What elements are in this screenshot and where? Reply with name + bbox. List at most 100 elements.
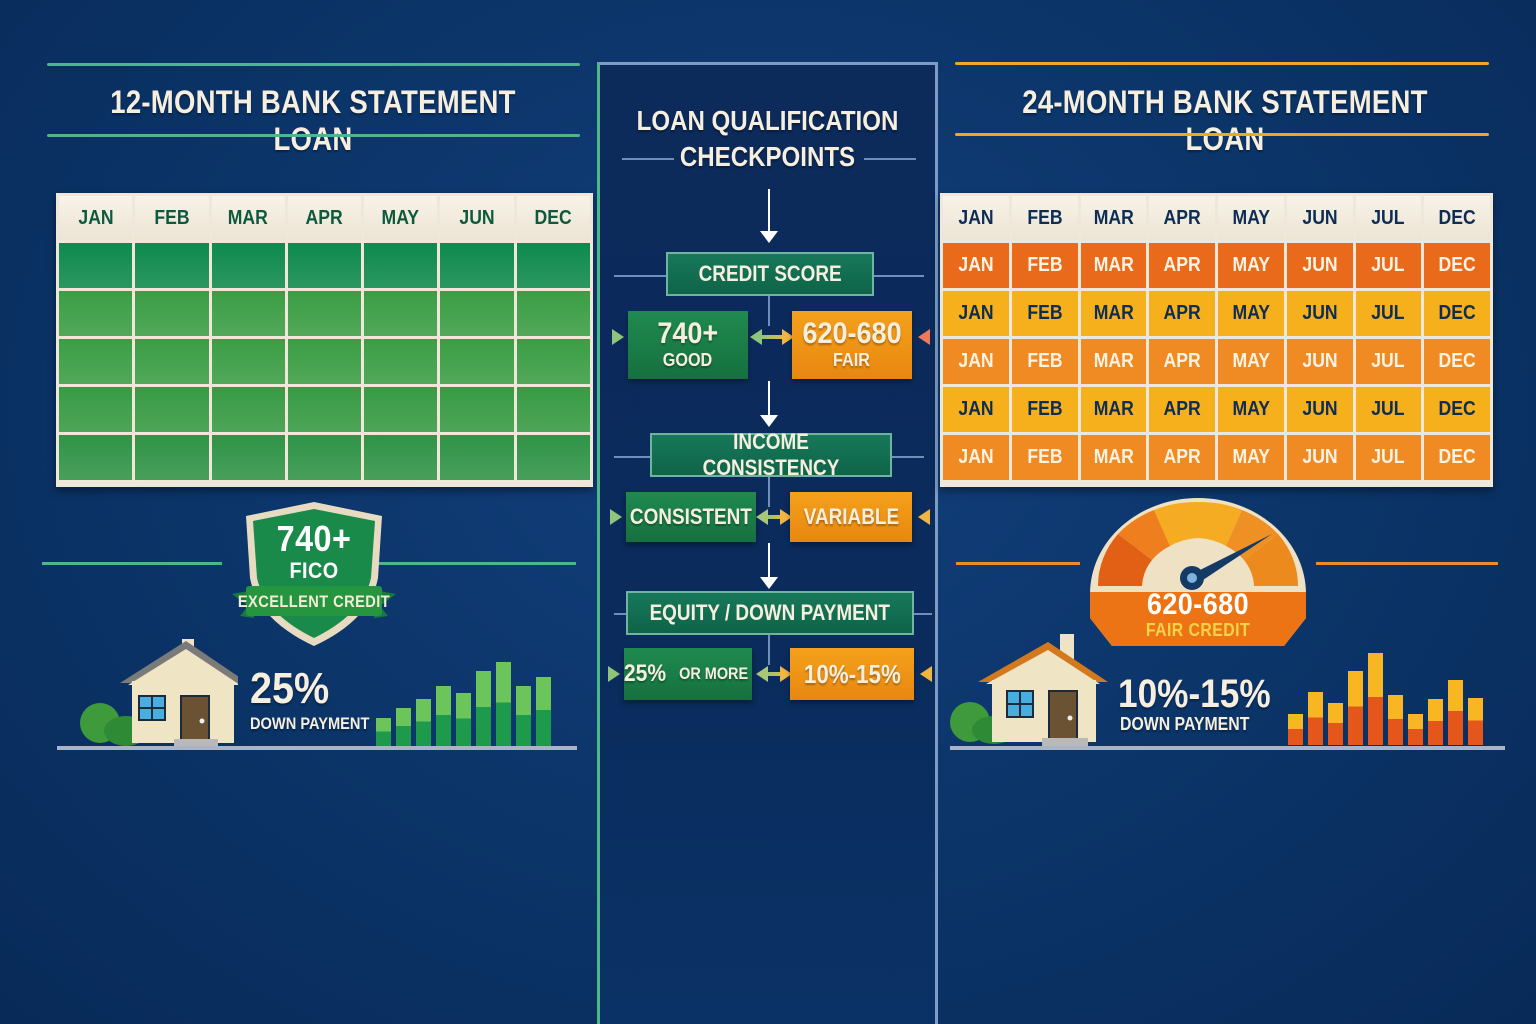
ground-line bbox=[950, 746, 1505, 750]
calendar-cell: JUL bbox=[1355, 435, 1422, 480]
calendar-cell: JUN bbox=[1286, 387, 1353, 432]
month-label: JUN bbox=[459, 206, 495, 229]
option-good-credit: 740+ GOOD bbox=[628, 311, 748, 379]
calendar-cell bbox=[135, 243, 209, 288]
bar bbox=[1348, 671, 1363, 745]
calendar-header: FEB bbox=[135, 196, 209, 240]
month-label: JUL bbox=[1371, 206, 1405, 229]
month-label: DEC bbox=[1438, 350, 1476, 372]
bar bbox=[436, 686, 451, 746]
arrow-right-icon bbox=[782, 329, 794, 345]
option-label: 10%-15% bbox=[803, 658, 901, 689]
month-label: DEC bbox=[1438, 398, 1476, 420]
left-bar-chart bbox=[376, 660, 556, 746]
calendar-header: JUL bbox=[1355, 196, 1422, 240]
calendar-cell: JUN bbox=[1286, 435, 1353, 480]
calendar-cell bbox=[287, 291, 362, 336]
option-consistent: CONSISTENT bbox=[626, 492, 756, 542]
down-payment-label: DOWN PAYMENT bbox=[250, 714, 370, 733]
connector bbox=[760, 335, 786, 339]
house-illustration bbox=[78, 635, 248, 747]
divider-left bbox=[956, 562, 1080, 565]
month-label: JAN bbox=[958, 254, 994, 276]
month-label: JAN bbox=[958, 206, 994, 229]
gauge-score: 620-680 bbox=[1146, 588, 1250, 621]
calendar-cell: JUN bbox=[1286, 291, 1353, 336]
calendar-cell: APR bbox=[1149, 435, 1215, 480]
calendar-header: FEB bbox=[1011, 196, 1078, 240]
month-label: MAR bbox=[1093, 350, 1134, 372]
option-label: GOOD bbox=[663, 350, 713, 370]
month-label: DEC bbox=[1438, 254, 1476, 276]
house-illustration bbox=[948, 630, 1108, 746]
arrow-left-icon bbox=[756, 509, 768, 525]
month-label: MAY bbox=[1232, 398, 1270, 420]
calendar-header: DEC bbox=[516, 196, 590, 240]
calendar-header: MAY bbox=[1218, 196, 1284, 240]
month-label: JUN bbox=[1302, 206, 1338, 229]
center-title-line1: LOAN QUALIFICATION bbox=[636, 105, 899, 136]
calendar-cell: APR bbox=[1149, 291, 1215, 336]
option-variable: VARIABLE bbox=[790, 492, 912, 542]
checkpoint-title: EQUITY / DOWN PAYMENT bbox=[649, 600, 891, 625]
calendar-cell: APR bbox=[1149, 243, 1215, 288]
month-label: MAR bbox=[1093, 254, 1134, 276]
checkpoint-title: CREDIT SCORE bbox=[698, 261, 842, 286]
calendar-cell: JAN bbox=[943, 243, 1009, 288]
calendar-cell: MAR bbox=[1080, 387, 1147, 432]
month-label: MAY bbox=[1232, 206, 1270, 229]
month-label: MAR bbox=[1093, 446, 1134, 468]
title-rule-bottom bbox=[955, 133, 1489, 136]
option-label: VARIABLE bbox=[803, 504, 899, 529]
arrow-right-icon bbox=[612, 329, 624, 345]
calendar-cell: FEB bbox=[1011, 435, 1078, 480]
month-label: APR bbox=[1163, 254, 1201, 276]
option-value: 740+ bbox=[657, 317, 719, 350]
month-label: MAR bbox=[228, 206, 269, 229]
bar bbox=[516, 686, 531, 746]
gauge-label: FAIR CREDIT bbox=[1145, 620, 1251, 640]
bar bbox=[1428, 699, 1443, 745]
bar bbox=[1408, 714, 1423, 745]
calendar-cell bbox=[440, 243, 514, 288]
checkpoint-income-consistency: INCOME CONSISTENCY bbox=[650, 429, 892, 480]
calendar-cell bbox=[440, 387, 514, 432]
calendar-cell bbox=[135, 387, 209, 432]
calendar-cell: JAN bbox=[943, 291, 1009, 336]
arrow-left-icon bbox=[756, 666, 768, 682]
bar bbox=[496, 662, 511, 746]
bar bbox=[456, 693, 471, 746]
calendar-header: JAN bbox=[943, 196, 1009, 240]
calendar-header: MAR bbox=[1080, 196, 1147, 240]
calendar-cell bbox=[59, 291, 133, 336]
bar bbox=[376, 717, 391, 746]
option-25-or-more: 25% OR MORE bbox=[624, 648, 752, 700]
calendar-cell: DEC bbox=[1424, 243, 1490, 288]
arrow-left-icon bbox=[918, 509, 930, 525]
month-label: FEB bbox=[1027, 206, 1063, 229]
flow-arrow-3 bbox=[760, 543, 778, 589]
calendar-cell bbox=[364, 387, 438, 432]
option-10-15: 10%-15% bbox=[790, 648, 914, 700]
shield-icon bbox=[232, 502, 396, 646]
month-label: JUL bbox=[1371, 254, 1405, 276]
calendar-cell bbox=[211, 243, 285, 288]
calendar-cell: MAY bbox=[1218, 243, 1284, 288]
month-label: FEB bbox=[1027, 254, 1063, 276]
down-payment-value: 10%-15% bbox=[1118, 672, 1271, 716]
calendar-header: DEC bbox=[1424, 196, 1490, 240]
month-label: FEB bbox=[1027, 446, 1063, 468]
bar bbox=[536, 677, 551, 746]
calendar-cell: JAN bbox=[943, 339, 1009, 384]
arrow-left-icon bbox=[920, 666, 932, 682]
calendar-cell: DEC bbox=[1424, 435, 1490, 480]
month-label: MAR bbox=[1093, 398, 1134, 420]
calendar-cell: MAY bbox=[1218, 387, 1284, 432]
fico-score: 740+ bbox=[276, 518, 352, 559]
house-icon bbox=[80, 639, 248, 747]
bar bbox=[476, 671, 491, 746]
title-rule-top bbox=[47, 63, 580, 66]
connector bbox=[766, 515, 786, 519]
calendar-cell bbox=[516, 339, 590, 384]
calendar-header: JUN bbox=[1286, 196, 1353, 240]
